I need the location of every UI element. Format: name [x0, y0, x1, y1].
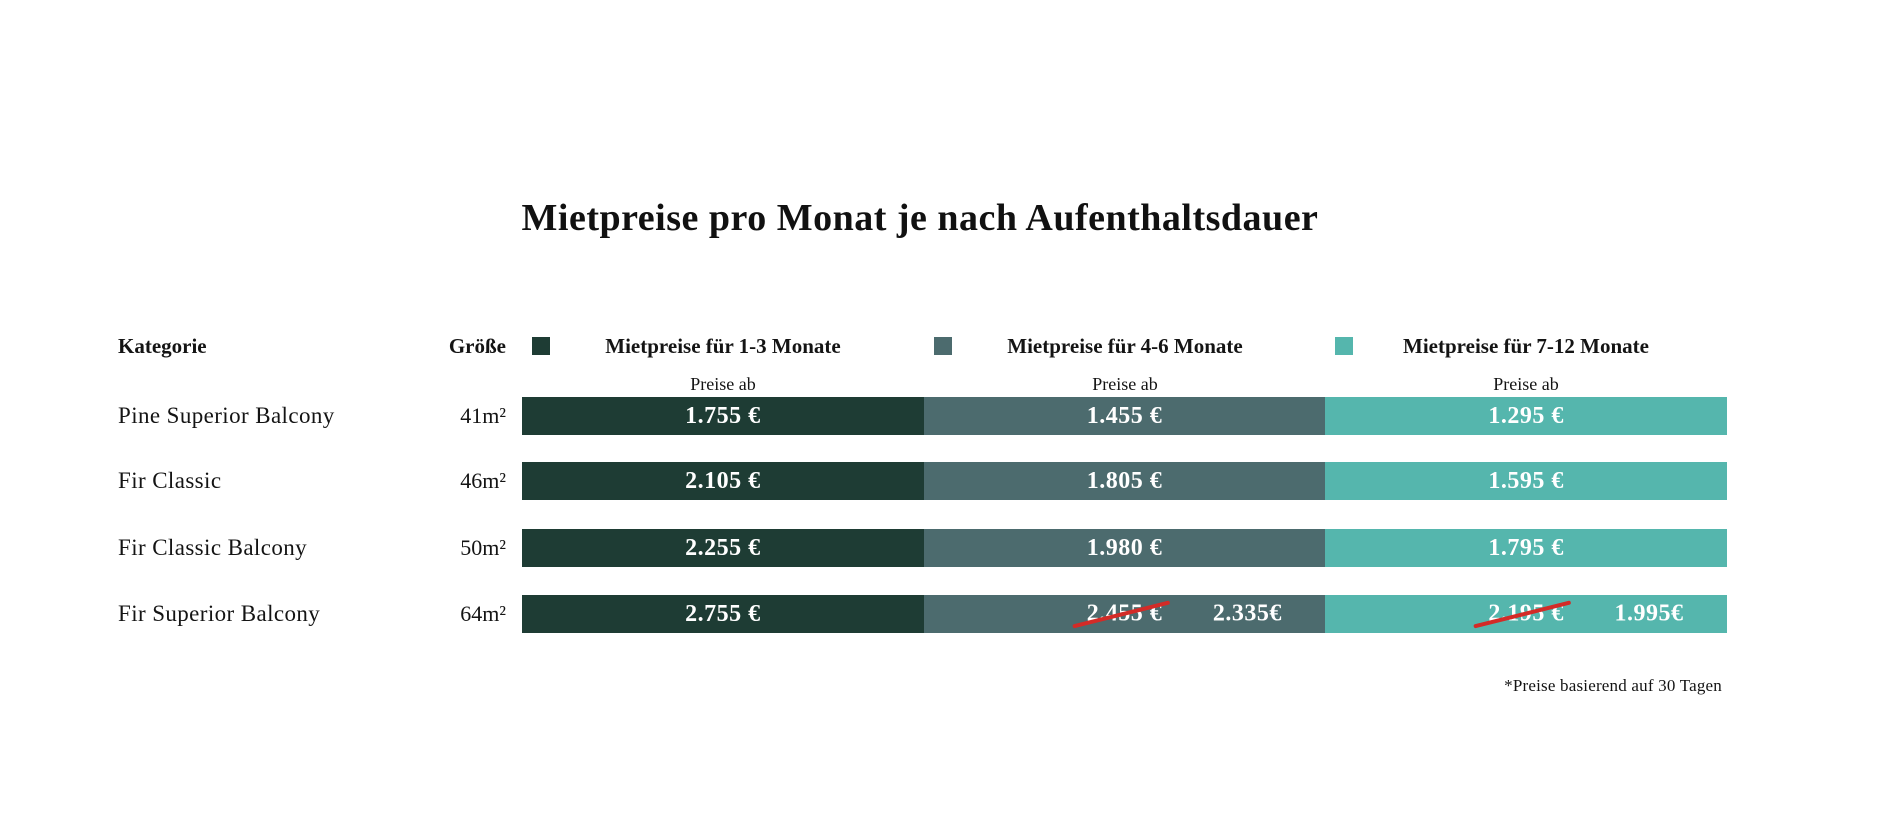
price-value: 1.755 € [685, 402, 761, 429]
price-value: 2.105 € [685, 467, 761, 494]
price-bar: 2.255 € 1.980 € 1.795 € [522, 529, 1728, 567]
size-label: 46m² [460, 468, 506, 493]
preise-ab-label: Preise ab [1493, 374, 1559, 394]
price-value: 2.755 € [685, 600, 761, 627]
price-bar: 2.755 € 2.455 € 2.335€ 2.195 € 1.995€ [522, 595, 1728, 633]
price-value: 1.980 € [1086, 534, 1163, 561]
price-segment-1-3: 2.255 € [522, 529, 924, 567]
legend-label-7-12-monate: Mietpreise für 7-12 Monate [1403, 334, 1649, 358]
price-segment-4-6: 1.980 € [923, 529, 1326, 567]
legend-item-7-12-monate: Mietpreise für 7-12 Monate [1325, 334, 1727, 362]
column-header-groesse: Größe [448, 334, 506, 358]
size-label: 41m² [460, 403, 506, 428]
price-segment-1-3: 1.755 € [522, 397, 924, 435]
price-segment-7-12: 1.795 € [1325, 529, 1728, 567]
table-row: Fir Classic Balcony 50m² 2.255 € 1.980 €… [0, 529, 1902, 567]
price-value: 1.295 € [1488, 402, 1564, 429]
legend-item-4-6-monate: Mietpreise für 4-6 Monate [924, 334, 1326, 362]
table-row: Fir Superior Balcony 64m² 2.755 € 2.455 … [0, 595, 1902, 633]
price-segment-1-3: 2.105 € [522, 462, 924, 500]
price-segment-4-6: 1.455 € [923, 397, 1326, 435]
price-bar: 2.105 € 1.805 € 1.595 € [522, 462, 1728, 500]
table-row: Fir Classic 46m² 2.105 € 1.805 € 1.595 € [0, 462, 1902, 500]
price-bar: 1.755 € 1.455 € 1.295 € [522, 397, 1728, 435]
price-segment-7-12: 1.595 € [1325, 462, 1728, 500]
category-label: Fir Classic Balcony [118, 535, 308, 560]
page-title: Mietpreise pro Monat je nach Aufenthalts… [521, 197, 1319, 239]
table-header: Kategorie Größe Mietpreise für 1-3 Monat… [0, 334, 1902, 364]
preise-ab-label: Preise ab [1092, 374, 1158, 394]
legend-swatch-4-6-monate-icon [934, 337, 952, 355]
price-segment-4-6: 2.455 € 2.335€ [923, 595, 1326, 633]
price-segment-4-6: 1.805 € [923, 462, 1326, 500]
discounted-price: 2.335€ [1212, 600, 1282, 627]
price-value: 1.795 € [1488, 534, 1564, 561]
price-value: 1.595 € [1488, 467, 1564, 494]
discounted-price: 1.995€ [1614, 600, 1684, 627]
size-label: 50m² [460, 535, 506, 560]
price-segment-7-12: 1.295 € [1325, 397, 1728, 435]
column-header-kategorie: Kategorie [118, 334, 207, 358]
footnote: *Preise basierend auf 30 Tagen [1504, 676, 1722, 695]
category-label: Fir Classic [118, 468, 222, 493]
crossed-out-price: 2.195 € [1473, 601, 1571, 629]
preise-ab-label: Preise ab [690, 374, 756, 394]
category-label: Fir Superior Balcony [118, 601, 321, 626]
price-segment-7-12: 2.195 € 1.995€ [1325, 595, 1728, 633]
price-segment-1-3: 2.755 € [522, 595, 924, 633]
legend-swatch-1-3-monate-icon [532, 337, 550, 355]
table-row: Pine Superior Balcony 41m² 1.755 € 1.455… [0, 397, 1902, 435]
crossed-out-price: 2.455 € [1071, 601, 1170, 629]
price-value: 1.455 € [1086, 402, 1163, 429]
size-label: 64m² [460, 601, 506, 626]
category-label: Pine Superior Balcony [118, 403, 335, 428]
price-value: 2.255 € [685, 534, 761, 561]
legend-label-1-3-monate: Mietpreise für 1-3 Monate [605, 334, 841, 358]
legend-item-1-3-monate: Mietpreise für 1-3 Monate [522, 334, 924, 362]
legend-swatch-7-12-monate-icon [1335, 337, 1353, 355]
price-from-subheaders: Preise ab Preise ab Preise ab [0, 374, 1902, 396]
price-value: 1.805 € [1086, 467, 1163, 494]
legend-label-4-6-monate: Mietpreise für 4-6 Monate [1007, 334, 1243, 358]
